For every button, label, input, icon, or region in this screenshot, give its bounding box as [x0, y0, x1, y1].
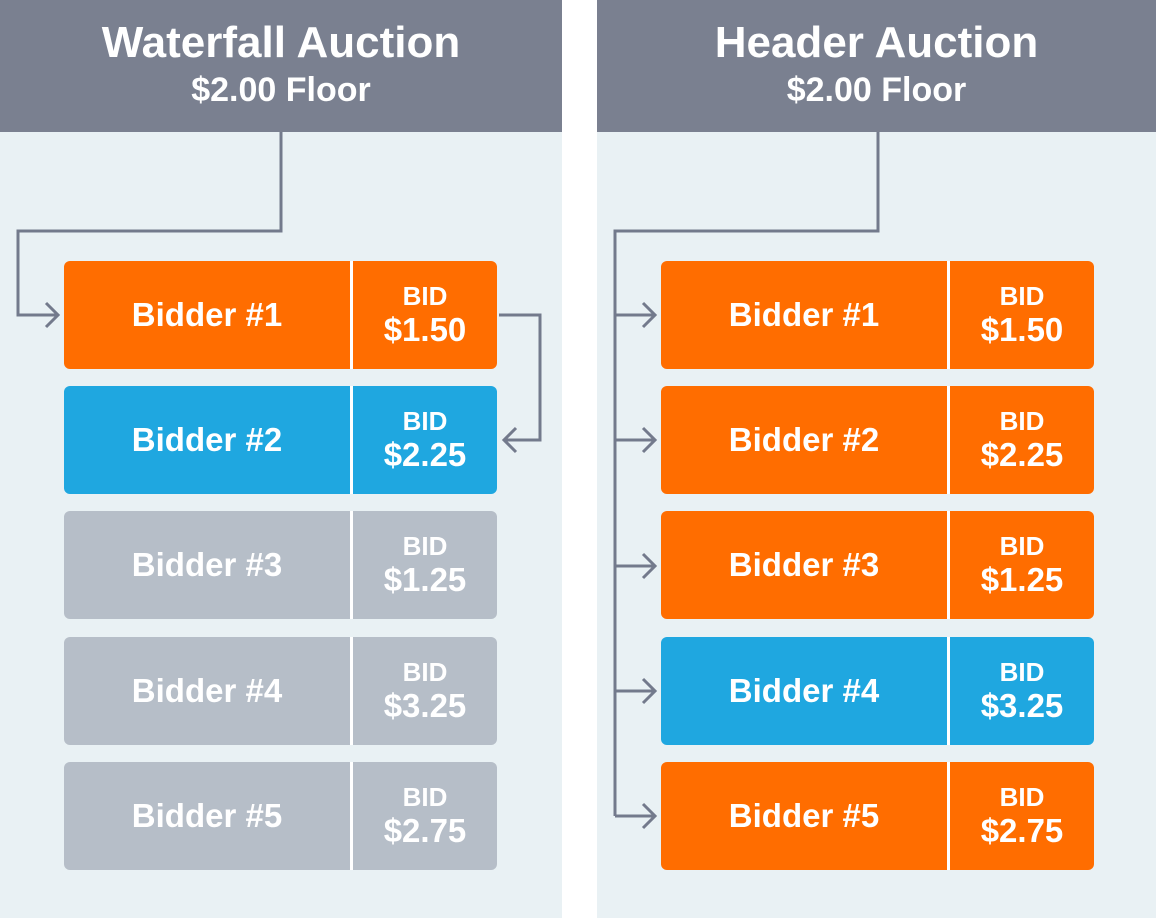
bid-amount: $1.50 — [383, 311, 467, 348]
bidder-row: Bidder #5 BID $2.75 — [64, 762, 497, 870]
waterfall-header: Waterfall Auction $2.00 Floor — [0, 0, 562, 132]
header-auction-title: Header Auction — [714, 18, 1039, 67]
bidder-divider — [947, 637, 950, 745]
bidder-divider — [947, 511, 950, 619]
bid-amount: $2.75 — [383, 812, 467, 849]
bid-label: BID — [999, 782, 1045, 812]
waterfall-entry-arrowhead — [44, 301, 61, 329]
bidder-divider — [350, 261, 353, 369]
header-auction-floor: $2.00 Floor — [786, 71, 967, 109]
bidder-divider — [947, 261, 950, 369]
bid-label: BID — [402, 406, 448, 436]
bid-cell: BID $1.50 — [353, 261, 497, 369]
bid-label: BID — [999, 406, 1045, 436]
bid-label: BID — [402, 281, 448, 311]
bid-cell: BID $2.75 — [950, 762, 1094, 870]
bid-cell: BID $2.25 — [950, 386, 1094, 494]
bid-amount: $3.25 — [383, 687, 467, 724]
bidder-name: Bidder #4 — [728, 672, 880, 709]
header-branch-connector-3 — [615, 552, 658, 580]
waterfall-pass-arrowhead — [501, 426, 518, 454]
waterfall-pass-connector — [499, 313, 542, 442]
bid-cell: BID $2.25 — [353, 386, 497, 494]
bid-cell: BID $3.25 — [950, 637, 1094, 745]
bid-label: BID — [999, 281, 1045, 311]
header-auction-header: Header Auction $2.00 Floor — [597, 0, 1156, 132]
waterfall-connectors — [16, 132, 542, 454]
bidder-name: Bidder #5 — [728, 797, 880, 834]
bid-cell: BID $1.25 — [353, 511, 497, 619]
header-branch-connector-4 — [615, 677, 658, 705]
header-branch-connector-1 — [615, 301, 658, 329]
bidder-name: Bidder #5 — [131, 797, 283, 834]
bidder-name: Bidder #2 — [131, 421, 283, 458]
bidder-divider — [350, 386, 353, 494]
bid-cell: BID $1.25 — [950, 511, 1094, 619]
bid-amount: $2.25 — [980, 436, 1064, 473]
bidder-row: Bidder #4 BID $3.25 — [64, 637, 497, 745]
bid-amount: $1.50 — [980, 311, 1064, 348]
bid-cell: BID $3.25 — [353, 637, 497, 745]
bidder-divider — [350, 637, 353, 745]
bid-amount: $1.25 — [980, 561, 1064, 598]
header-entry-connector — [613, 132, 880, 816]
bidder-divider — [947, 386, 950, 494]
bidder-divider — [350, 762, 353, 870]
waterfall-panel: Waterfall Auction $2.00 Floor Bidder #1 B… — [0, 0, 562, 918]
bidder-name: Bidder #3 — [131, 546, 283, 583]
bidder-divider — [947, 762, 950, 870]
bidder-row: Bidder #4 BID $3.25 — [661, 637, 1094, 745]
bidder-row: Bidder #3 BID $1.25 — [64, 511, 497, 619]
bid-cell: BID $1.50 — [950, 261, 1094, 369]
waterfall-title: Waterfall Auction — [101, 18, 461, 67]
bid-label: BID — [402, 657, 448, 687]
bid-amount: $2.25 — [383, 436, 467, 473]
header-branch-connector-5 — [615, 802, 658, 830]
bidder-name: Bidder #1 — [728, 296, 880, 333]
header-auction-connectors — [613, 132, 880, 830]
bidder-name: Bidder #1 — [131, 296, 283, 333]
bidder-name: Bidder #4 — [131, 672, 283, 709]
bidder-row: Bidder #1 BID $1.50 — [64, 261, 497, 369]
bidder-row: Bidder #5 BID $2.75 — [661, 762, 1094, 870]
bid-label: BID — [402, 782, 448, 812]
bid-cell: BID $2.75 — [353, 762, 497, 870]
waterfall-entry-connector — [16, 132, 283, 317]
waterfall-floor: $2.00 Floor — [191, 71, 371, 109]
bidder-row: Bidder #3 BID $1.25 — [661, 511, 1094, 619]
bidder-divider — [350, 511, 353, 619]
bid-label: BID — [402, 531, 448, 561]
header-auction-panel: Header Auction $2.00 Floor Bidder #1 BID $… — [597, 0, 1156, 918]
bidder-row: Bidder #1 BID $1.50 — [661, 261, 1094, 369]
bidder-name: Bidder #2 — [728, 421, 880, 458]
header-branch-connector-2 — [615, 426, 658, 454]
bidder-name: Bidder #3 — [728, 546, 880, 583]
bid-amount: $1.25 — [383, 561, 467, 598]
bid-amount: $3.25 — [980, 687, 1064, 724]
bid-label: BID — [999, 657, 1045, 687]
bid-label: BID — [999, 531, 1045, 561]
bid-amount: $2.75 — [980, 812, 1064, 849]
bidder-row: Bidder #2 BID $2.25 — [64, 386, 497, 494]
bidder-row: Bidder #2 BID $2.25 — [661, 386, 1094, 494]
